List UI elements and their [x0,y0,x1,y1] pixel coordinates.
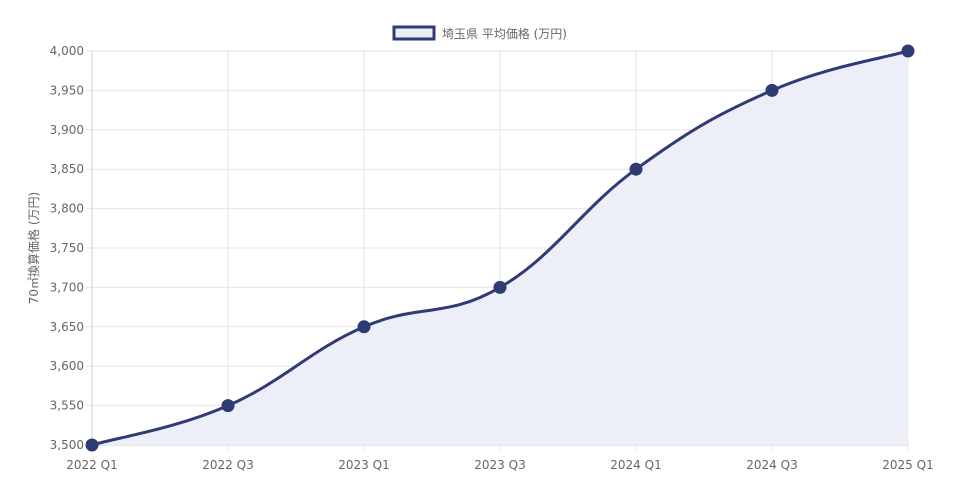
y-tick-label: 3,800 [50,202,84,216]
y-tick-label: 3,850 [50,162,84,176]
y-tick-label: 3,650 [50,320,84,334]
y-axis-ticks: 3,500 3,550 3,600 3,650 3,700 3,750 3,800 3,850… [50,44,84,452]
data-point[interactable] [493,280,507,294]
x-tick-label: 2025 Q1 [882,458,933,472]
data-point[interactable] [901,44,915,58]
y-tick-label: 3,700 [50,280,84,294]
y-axis-title: 70㎡換算価格 (万円) [26,192,41,304]
legend-swatch[interactable] [392,25,436,41]
x-axis-ticks: 2022 Q1 2022 Q3 2023 Q1 2023 Q3 2024 Q1 2024 … [66,458,933,472]
legend[interactable]: 埼玉県 平均価格 (万円) [392,25,567,41]
legend-label[interactable]: 埼玉県 平均価格 (万円) [442,26,567,41]
x-tick-label: 2022 Q1 [66,458,117,472]
y-tick-label: 3,500 [50,438,84,452]
data-point[interactable] [765,83,779,97]
y-tick-label: 4,000 [50,44,84,58]
x-tick-label: 2023 Q3 [474,458,525,472]
y-tick-label: 3,900 [50,123,84,137]
x-tick-label: 2023 Q1 [338,458,389,472]
y-tick-label: 3,600 [50,359,84,373]
data-point[interactable] [85,438,99,452]
data-points-layer [85,44,915,452]
area-fill-layer [92,51,908,445]
x-tick-label: 2022 Q3 [202,458,253,472]
data-point[interactable] [629,162,643,176]
x-tick-label: 2024 Q1 [610,458,661,472]
x-tick-label: 2024 Q3 [746,458,797,472]
y-tick-label: 3,950 [50,83,84,97]
series-area [92,51,908,445]
y-tick-label: 3,550 [50,399,84,413]
data-point[interactable] [357,320,371,334]
y-tick-label: 3,750 [50,241,84,255]
data-point[interactable] [221,399,235,413]
